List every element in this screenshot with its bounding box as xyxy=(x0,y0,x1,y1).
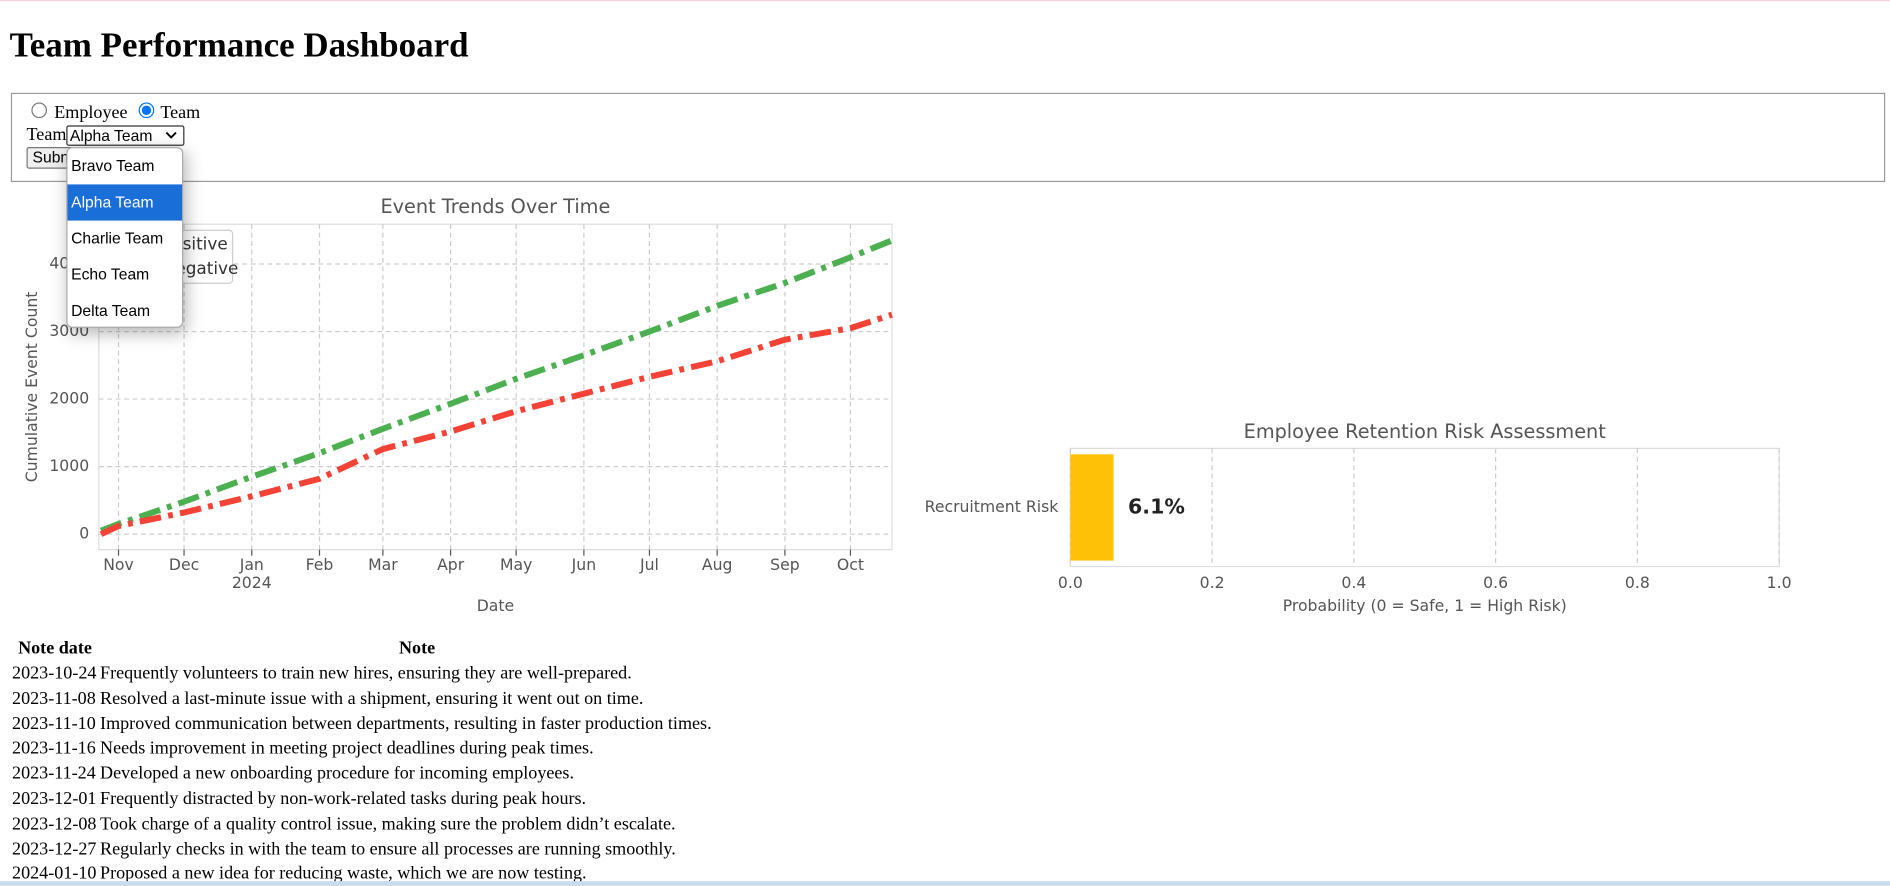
x-tick-label: Oct xyxy=(837,555,864,574)
table-cell: 2023-12-01 xyxy=(12,789,97,809)
table-cell: 2023-12-27 xyxy=(12,839,97,859)
y-tick-label: 2000 xyxy=(49,389,89,408)
table-cell: 2023-11-10 xyxy=(12,714,96,734)
x-tick-label: 1.0 xyxy=(1767,573,1792,592)
table-cell: Regularly checks in with the team to ens… xyxy=(100,839,676,859)
x-tick-label: Jan xyxy=(239,555,264,574)
dropdown-option[interactable]: Alpha Team xyxy=(67,184,183,221)
team-label: Team xyxy=(26,125,67,145)
team-dropdown: Bravo Team Alpha Team Charlie Team Echo Tea… xyxy=(66,147,184,328)
table-cell: Resolved a last-minute issue with a ship… xyxy=(100,689,644,709)
radio-employee[interactable] xyxy=(31,102,48,119)
table-header: Note xyxy=(398,638,436,659)
x-tick-label: Nov xyxy=(103,555,134,574)
filter-form: Employee Team Team Alpha Team Submit xyxy=(10,92,1886,183)
table-cell: 2024-01-10 xyxy=(12,864,97,884)
plot-area xyxy=(98,223,893,551)
dropdown-option[interactable]: Delta Team xyxy=(71,301,151,320)
radio-label: Employee xyxy=(54,103,128,123)
table-cell: Took charge of a quality control issue, … xyxy=(100,814,676,834)
table-cell: Frequently volunteers to train new hires… xyxy=(100,664,632,684)
table-cell: 2023-12-08 xyxy=(12,814,97,834)
select-arrow xyxy=(165,131,177,139)
x-tick-label: Jul xyxy=(639,555,659,574)
x-tick-label: 0.2 xyxy=(1200,573,1225,592)
x-tick-label: Sep xyxy=(770,555,800,574)
radio-team[interactable] xyxy=(138,102,155,119)
chart-title: Event Trends Over Time xyxy=(380,195,610,218)
table-cell: Frequently distracted by non-work-relate… xyxy=(100,789,587,809)
table-header: Note date xyxy=(18,638,92,659)
series-line xyxy=(99,237,894,534)
value-label: 6.1% xyxy=(1128,494,1185,518)
top-border xyxy=(0,0,1890,2)
series-line xyxy=(99,311,893,537)
x-axis-label: Date xyxy=(477,596,514,615)
x-tick-label: 0.8 xyxy=(1625,573,1650,592)
bottom-bar xyxy=(0,881,1890,886)
x-tick-label: 0.6 xyxy=(1483,573,1508,592)
bar xyxy=(1070,454,1114,561)
table-cell: Improved communication between departmen… xyxy=(100,714,712,734)
x-tick-label: May xyxy=(500,555,532,574)
y-tick-label: 0 xyxy=(79,524,89,543)
y-tick-label: 1000 xyxy=(49,456,89,475)
x-tick-label: Jun xyxy=(571,555,596,574)
table-cell: 2023-11-24 xyxy=(12,764,96,784)
table-cell: 2023-11-08 xyxy=(12,689,96,709)
table-cell: Proposed a new idea for reducing waste, … xyxy=(100,864,587,884)
table-cell: 2023-11-16 xyxy=(12,739,96,759)
x-tick-label: 0.4 xyxy=(1341,573,1366,592)
x-tick-label: Apr xyxy=(437,555,465,574)
x-tick-label: Mar xyxy=(368,555,398,574)
dropdown-option[interactable]: Bravo Team xyxy=(71,156,155,175)
x-tick-label: Aug xyxy=(702,555,733,574)
dropdown-option[interactable]: Charlie Team xyxy=(71,229,164,248)
team-select[interactable]: Alpha Team xyxy=(66,125,185,146)
x-tick-label: Dec xyxy=(169,555,199,574)
chart-title: Employee Retention Risk Assessment xyxy=(1244,420,1607,443)
y-axis-label: Cumulative Event Count xyxy=(22,292,41,483)
table-cell: Needs improvement in meeting project dea… xyxy=(100,739,594,759)
x-tick-label: 0.0 xyxy=(1058,573,1083,592)
select-value: Alpha Team xyxy=(69,126,153,145)
table-cell: Developed a new onboarding procedure for… xyxy=(100,764,574,784)
x-tick-label: Feb xyxy=(306,555,334,574)
dropdown-option[interactable]: Echo Team xyxy=(71,265,150,284)
x-axis-label: Probability (0 = Safe, 1 = High Risk) xyxy=(1283,596,1567,615)
radio-label: Team xyxy=(160,103,201,123)
table-cell: 2023-10-24 xyxy=(12,664,97,684)
x-year-label: 2024 xyxy=(232,573,272,592)
page-title: Team Performance Dashboard xyxy=(9,26,469,66)
category-label: Recruitment Risk xyxy=(925,497,1060,516)
